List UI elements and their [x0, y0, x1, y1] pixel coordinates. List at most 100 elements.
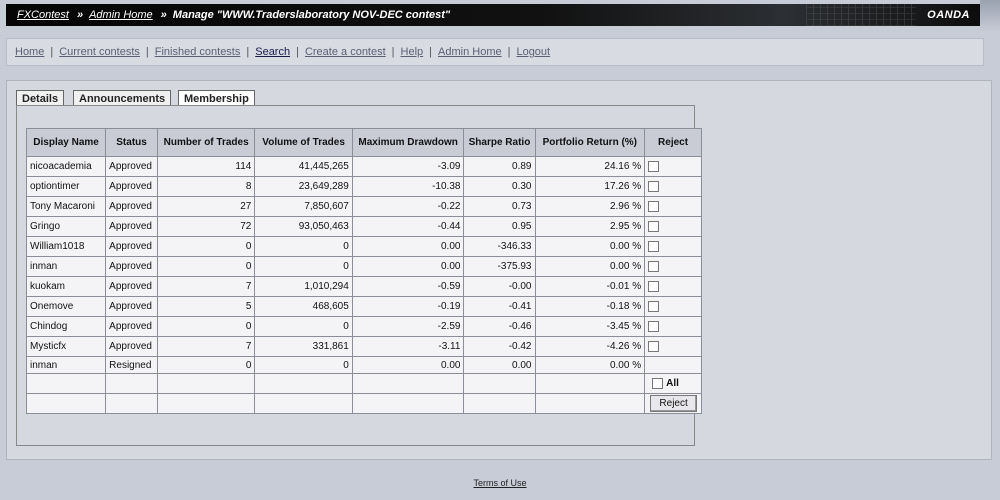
reject-cell	[644, 276, 702, 297]
member-status: Approved	[105, 236, 158, 257]
reject-checkbox[interactable]	[648, 200, 660, 212]
nav-home[interactable]: Home	[15, 46, 45, 58]
member-portfolio-return: -4.26 %	[534, 336, 646, 357]
col-header-reject: Reject	[644, 128, 702, 157]
nav-finished-contests[interactable]: Finished contests	[154, 46, 241, 58]
table-row: Mysticfx Approved 7 331,861 -3.11 -0.42 -4.26 …	[25, 336, 702, 357]
table-row: Gringo Approved 72 93,050,463 -0.44 0.95 2.95 …	[25, 216, 702, 237]
member-portfolio-return: 17.26 %	[534, 176, 646, 197]
member-status: Approved	[105, 316, 158, 337]
member-volume-of-trades: 1,010,294	[254, 276, 353, 297]
empty-cell	[254, 373, 353, 394]
member-status: Approved	[105, 276, 158, 297]
tab-details[interactable]: Details	[16, 90, 65, 107]
reject-button[interactable]: Reject	[650, 395, 698, 412]
tab-announcements[interactable]: Announcements	[73, 90, 172, 107]
member-status: Approved	[105, 336, 158, 357]
member-maximum-drawdown: -2.59	[351, 316, 465, 337]
member-sharpe-ratio: 0.30	[463, 176, 536, 197]
nav-logout[interactable]: Logout	[516, 46, 551, 58]
reject-checkbox[interactable]	[648, 220, 660, 232]
member-volume-of-trades: 0	[254, 256, 353, 277]
member-volume-of-trades: 468,605	[254, 296, 353, 317]
table-row: optiontimer Approved 8 23,649,289 -10.38 0.30…	[25, 176, 702, 197]
member-volume-of-trades: 0	[254, 356, 353, 374]
member-volume-of-trades: 23,649,289	[254, 176, 353, 197]
member-status: Approved	[105, 296, 158, 317]
member-portfolio-return: -0.01 %	[534, 276, 646, 297]
breadcrumb-fxcontest[interactable]: FXContest	[17, 9, 69, 21]
table-row: kuokam Approved 7 1,010,294 -0.59 -0.00 -0.01 …	[25, 276, 702, 297]
nav-create-contest[interactable]: Create a contest	[304, 46, 386, 58]
col-header-number-of-trades: Number of Trades	[156, 128, 256, 157]
reject-cell	[644, 356, 702, 374]
member-number-of-trades: 0	[156, 316, 256, 337]
reject-checkbox[interactable]	[648, 260, 660, 272]
member-portfolio-return: 0.00 %	[534, 356, 646, 374]
member-display-name: Chindog	[25, 316, 107, 337]
terms-of-use-link[interactable]: Terms of Use	[473, 478, 527, 488]
select-all-cell: All	[644, 373, 702, 394]
reject-checkbox[interactable]	[648, 320, 660, 332]
member-number-of-trades: 114	[156, 156, 256, 177]
table-row: nicoacademia Approved 114 41,445,265 -3.09 0.…	[25, 156, 702, 177]
member-number-of-trades: 0	[156, 256, 256, 277]
select-all-checkbox[interactable]	[652, 378, 664, 389]
empty-cell	[351, 373, 465, 394]
member-sharpe-ratio: 0.00	[463, 356, 536, 374]
nav-help[interactable]: Help	[400, 46, 424, 58]
reject-checkbox[interactable]	[648, 240, 660, 252]
table-row: inman Approved 0 0 0.00 -375.93 0.00 %	[25, 256, 702, 277]
membership-table: Display Name Status Number of Trades Vol…	[25, 128, 702, 414]
member-portfolio-return: 0.00 %	[534, 256, 646, 277]
empty-cell	[156, 393, 256, 414]
member-sharpe-ratio: 0.95	[463, 216, 536, 237]
nav-search[interactable]: Search	[255, 46, 291, 58]
member-maximum-drawdown: -3.11	[351, 336, 465, 357]
member-sharpe-ratio: 0.73	[463, 196, 536, 217]
member-maximum-drawdown: 0.00	[351, 356, 465, 374]
member-number-of-trades: 0	[156, 236, 256, 257]
reject-checkbox[interactable]	[648, 280, 660, 292]
reject-checkbox[interactable]	[648, 160, 660, 172]
member-sharpe-ratio: -375.93	[463, 256, 536, 277]
breadcrumb-admin-home[interactable]: Admin Home	[89, 9, 153, 21]
col-header-volume-of-trades: Volume of Trades	[254, 128, 353, 157]
member-display-name: Onemove	[25, 296, 107, 317]
member-sharpe-ratio: -0.46	[463, 316, 536, 337]
member-display-name: optiontimer	[25, 176, 107, 197]
member-status: Resigned	[105, 356, 158, 374]
col-header-sharpe-ratio: Sharpe Ratio	[463, 128, 536, 157]
nav-admin-home[interactable]: Admin Home	[438, 46, 502, 58]
nav-separator: |	[296, 46, 299, 58]
reject-cell	[644, 336, 702, 357]
empty-cell	[156, 373, 256, 394]
reject-checkbox[interactable]	[648, 180, 660, 192]
member-portfolio-return: 2.96 %	[534, 196, 646, 217]
nav-separator: |	[145, 46, 149, 58]
reject-checkbox[interactable]	[648, 300, 660, 312]
membership-tab-content: Display Name Status Number of Trades Vol…	[16, 105, 702, 446]
col-header-status: Status	[105, 128, 158, 157]
reject-cell	[644, 216, 702, 237]
member-sharpe-ratio: 0.89	[463, 156, 536, 177]
reject-cell	[644, 156, 702, 177]
member-status: Approved	[105, 216, 158, 237]
member-sharpe-ratio: -0.00	[463, 276, 536, 297]
member-display-name: Tony Macaroni	[25, 196, 107, 217]
tab-membership[interactable]: Membership	[178, 90, 255, 108]
reject-checkbox[interactable]	[648, 340, 660, 352]
member-volume-of-trades: 0	[254, 236, 353, 257]
member-volume-of-trades: 0	[254, 316, 353, 337]
nav-current-contests[interactable]: Current contests	[59, 46, 140, 58]
main-panel: Details Announcements Membership Display…	[6, 80, 992, 460]
member-number-of-trades: 72	[156, 216, 256, 237]
breadcrumb-separator: »	[76, 9, 84, 21]
member-display-name: William1018	[25, 236, 107, 257]
table-row: inman Resigned 0 0 0.00 0.00 0.00 %	[25, 356, 702, 374]
member-portfolio-return: 0.00 %	[534, 236, 646, 257]
member-display-name: nicoacademia	[25, 156, 107, 177]
reject-cell	[644, 296, 702, 317]
reject-cell	[644, 316, 702, 337]
member-display-name: inman	[25, 256, 107, 277]
